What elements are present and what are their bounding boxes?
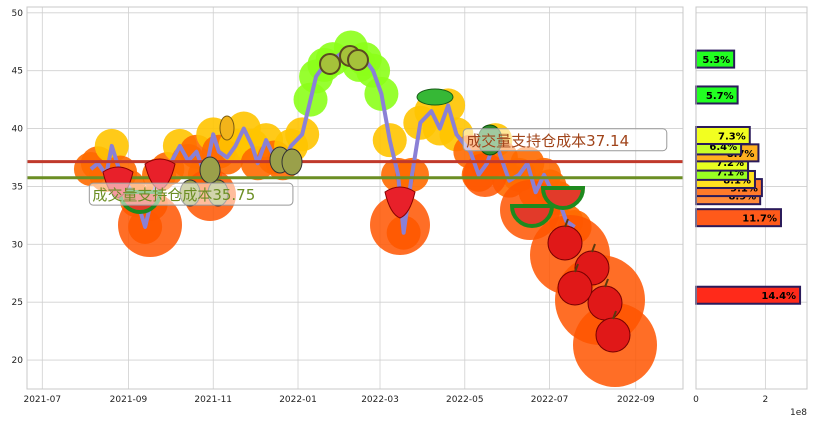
apple-stem-icon xyxy=(574,263,579,273)
main-plot-frame xyxy=(26,6,684,390)
apple-stem-icon xyxy=(612,310,617,320)
apple-icon xyxy=(557,270,593,306)
x-tick-label: 2021-07 xyxy=(23,395,61,405)
volume-profile-bars: 14.4%11.7%8.9%9.1%8.1%7.1%7.2%8.7%6.4%7.… xyxy=(695,49,802,305)
x-tick-label: 2021-09 xyxy=(110,395,148,405)
x-tick-label: 2022-09 xyxy=(617,395,655,405)
pineapple-icon xyxy=(219,115,235,141)
volume-bar-label: 9.1% xyxy=(730,184,758,195)
annotation-box xyxy=(88,182,294,206)
x-tick-label: 2022-01 xyxy=(279,395,317,405)
y-tick-label: 45 xyxy=(12,67,23,77)
volume-bar-label: 7.3% xyxy=(718,131,746,142)
apple-icon xyxy=(595,317,631,353)
main-tick-labels: 20 25 30 35 40 45 50 2021-07 2021-09 2021-11 2022-… xyxy=(12,9,655,405)
side-x-tick-label: 0 xyxy=(693,395,699,405)
annotation-text: 成交量支持仓成本35.75 xyxy=(92,186,255,204)
reference-lines xyxy=(27,160,683,180)
fruit-markers xyxy=(102,45,631,353)
y-tick-label: 50 xyxy=(12,9,24,19)
volume-bar-label: 6.4% xyxy=(709,142,737,153)
side-x-tick-label: 2 xyxy=(763,395,769,405)
apple-icon xyxy=(587,285,623,321)
annotation-box xyxy=(462,128,668,152)
apple-stem-icon xyxy=(564,218,569,228)
y-tick-label: 40 xyxy=(12,125,24,135)
side-x-multiplier: 1e8 xyxy=(790,408,807,418)
y-tick-label: 20 xyxy=(12,356,24,366)
annotations: 成交量支持仓成本35.75 成交量支持仓成本37.14 xyxy=(88,128,668,206)
pear-icon xyxy=(281,148,303,176)
x-tick-label: 2021-11 xyxy=(194,395,232,405)
volume-bar-label: 7.2% xyxy=(716,158,744,169)
y-tick-label: 35 xyxy=(12,182,23,192)
kiwi-icon xyxy=(347,49,369,71)
y-tick-label: 30 xyxy=(12,240,24,250)
x-tick-label: 2022-05 xyxy=(446,395,484,405)
pear-icon xyxy=(199,156,221,184)
volume-bar-label: 8.9% xyxy=(728,192,756,203)
volume-bar-label: 11.7% xyxy=(742,214,777,225)
volume-bar-label: 14.4% xyxy=(761,291,796,302)
watermelon-icon xyxy=(509,204,555,228)
strawberry-icon xyxy=(384,186,416,219)
volume-bar-label: 7.1% xyxy=(716,167,744,178)
strawberry-icon xyxy=(144,158,176,191)
x-tick-label: 2022-03 xyxy=(361,395,399,405)
watermelon-icon xyxy=(540,186,586,210)
peapod-icon xyxy=(416,88,454,106)
volume-bar-label: 8.1% xyxy=(723,175,751,186)
kiwi-icon xyxy=(319,53,341,75)
apple-stem-icon xyxy=(591,243,596,253)
y-tick-label: 25 xyxy=(12,298,23,308)
cost-blob xyxy=(370,195,430,255)
apple-icon xyxy=(547,225,583,261)
side-plot-frame xyxy=(695,6,808,390)
volume-bar-label: 5.7% xyxy=(706,91,734,102)
x-tick-label: 2022-07 xyxy=(531,395,569,405)
annotation-text: 成交量支持仓成本37.14 xyxy=(466,132,629,150)
apple-stem-icon xyxy=(604,278,609,288)
volume-bar-label: 5.3% xyxy=(702,55,730,66)
side-tick-labels: 0 2 1e8 xyxy=(693,395,807,418)
